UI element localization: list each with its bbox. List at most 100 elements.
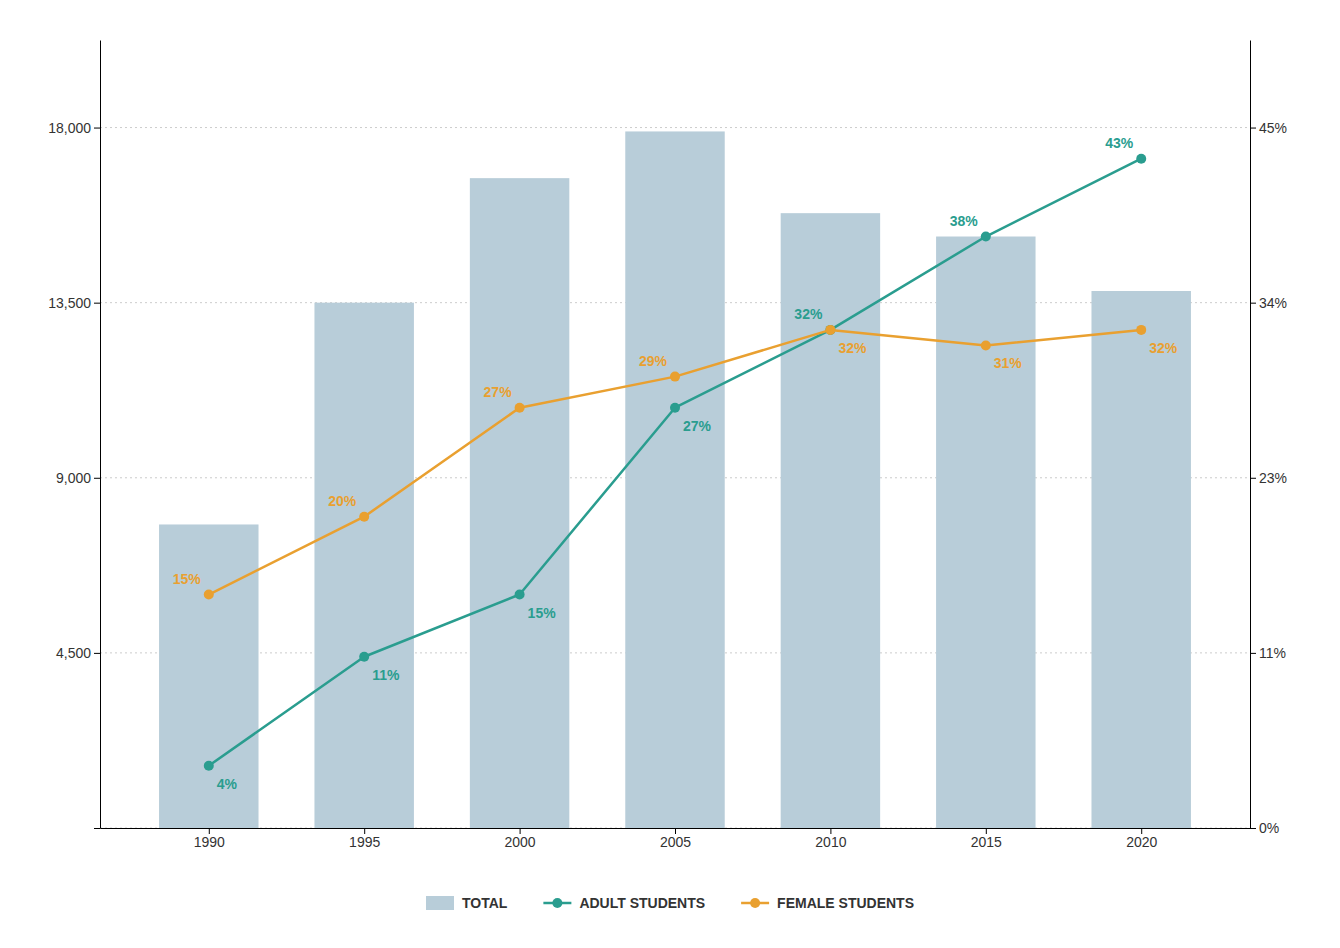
data-label: 32% [838,340,867,356]
tick: 1995 [349,828,380,850]
legend-label: TOTAL [462,895,508,911]
tick-label: 2015 [971,834,1002,850]
data-label: 15% [173,571,202,587]
marker [515,590,525,600]
bar-series [159,131,1191,828]
tick-label: 34% [1259,295,1287,311]
marker [359,652,369,662]
tick-mark [94,128,100,129]
data-label: 4% [217,776,238,792]
data-label: 20% [328,493,357,509]
legend-marker [552,898,562,908]
tick-mark [94,653,100,654]
tick: 2015 [971,828,1002,850]
tick-mark [94,828,100,829]
marker [204,761,214,771]
tick-label: 18,000 [48,120,91,136]
tick-label: 2020 [1126,834,1157,850]
tick: 45% [1250,120,1287,136]
marker [981,232,991,242]
marker [825,325,835,335]
marker [981,340,991,350]
tick: 2020 [1126,828,1157,850]
marker [670,372,680,382]
line-series [204,154,1146,771]
data-label: 43% [1105,135,1134,151]
legend-item: ADULT STUDENTS [543,895,705,911]
legend-swatch [426,896,454,910]
tick-mark [1250,478,1256,479]
x-axis: 1990 1995 2000 2005 2010 2015 2020 [101,828,1251,850]
y-axis: 4,500 9,000 13,500 18,000 [48,41,100,829]
legend-item: FEMALE STUDENTS [741,895,914,911]
tick-mark [1250,303,1256,304]
marker [515,403,525,413]
data-label: 27% [683,418,712,434]
tick: 2000 [505,828,536,850]
marker [1136,154,1146,164]
data-label: 38% [950,213,979,229]
line-series [204,325,1146,600]
tick-label: 23% [1259,470,1287,486]
marker [825,325,835,335]
legend: TOTAL ADULT STUDENTS FEMALE STUDENTS [426,895,914,911]
tick: 9,000 [56,470,100,486]
tick-mark [94,303,100,304]
data-label: 15% [528,605,557,621]
marker [670,403,680,413]
grid-line [100,127,1250,128]
line [209,159,1141,766]
tick-mark [1250,128,1256,129]
bar [470,178,569,828]
data-label: 27% [484,384,513,400]
tick-label: 0% [1259,820,1279,836]
tick-label: 13,500 [48,295,91,311]
tick: 11% [1250,645,1286,661]
tick [94,828,100,829]
data-label: 31% [994,355,1023,371]
axis-line [100,41,101,829]
legend-label: ADULT STUDENTS [579,895,705,911]
tick-label: 9,000 [56,470,91,486]
marker [204,590,214,600]
tick-label: 1995 [349,834,380,850]
legend-marker [750,898,760,908]
tick-mark [94,478,100,479]
data-label: 32% [1149,340,1178,356]
grid [100,128,1250,828]
data-label: 29% [639,353,668,369]
tick-label: 2005 [660,834,691,850]
data-label: 32% [794,306,823,322]
legend-item: TOTAL [426,895,508,911]
tick-label: 1990 [194,834,225,850]
tick: 4,500 [56,645,100,661]
tick: 34% [1250,295,1287,311]
bar [314,303,413,828]
tick-label: 45% [1259,120,1287,136]
data-labels: 4% 11% 15% 27% 32% 38% 43% 15% 20% 27% 29% 32% 31% 32… [173,135,1178,792]
bar [625,131,724,828]
tick-mark [1250,828,1256,829]
bar [1091,291,1190,828]
axis-line [1250,41,1251,829]
chart: 1990 1995 2000 2005 2010 2015 2020 4,500 9,000 13… [0,0,1340,948]
tick: 1990 [194,828,225,850]
tick: 23% [1250,470,1287,486]
bar [159,524,258,828]
legend-label: FEMALE STUDENTS [777,895,914,911]
tick: 13,500 [48,295,100,311]
bar [936,237,1035,828]
data-label: 11% [372,667,400,683]
plot-area [159,131,1191,828]
marker [359,512,369,522]
tick: 2005 [660,828,691,850]
y2-axis: 0% 11% 23% 34% 45% [1250,41,1287,836]
tick-label: 11% [1259,645,1286,661]
tick-label: 2000 [505,834,536,850]
tick: 2010 [815,828,846,850]
tick: 18,000 [48,120,100,136]
line [209,330,1141,595]
marker [1136,325,1146,335]
tick: 0% [1250,820,1279,836]
bar [781,213,880,828]
